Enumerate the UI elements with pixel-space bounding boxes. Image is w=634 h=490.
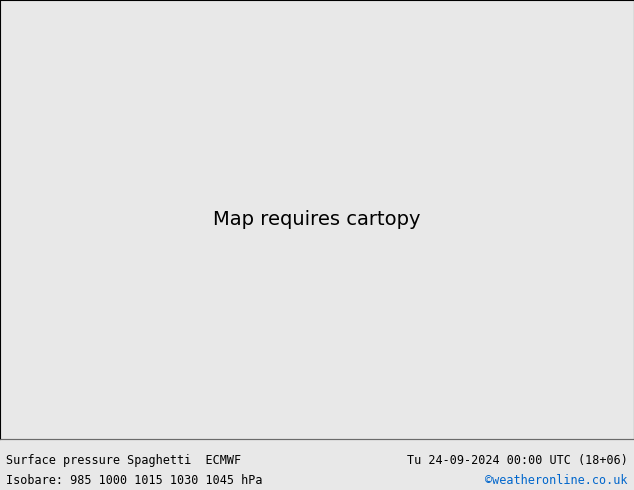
Text: ©weatheronline.co.uk: ©weatheronline.co.uk [485,474,628,488]
Text: Isobare: 985 1000 1015 1030 1045 hPa: Isobare: 985 1000 1015 1030 1045 hPa [6,474,263,488]
Text: Map requires cartopy: Map requires cartopy [213,210,421,229]
Text: Tu 24-09-2024 00:00 UTC (18+06): Tu 24-09-2024 00:00 UTC (18+06) [407,454,628,467]
Text: Surface pressure Spaghetti  ECMWF: Surface pressure Spaghetti ECMWF [6,454,242,467]
